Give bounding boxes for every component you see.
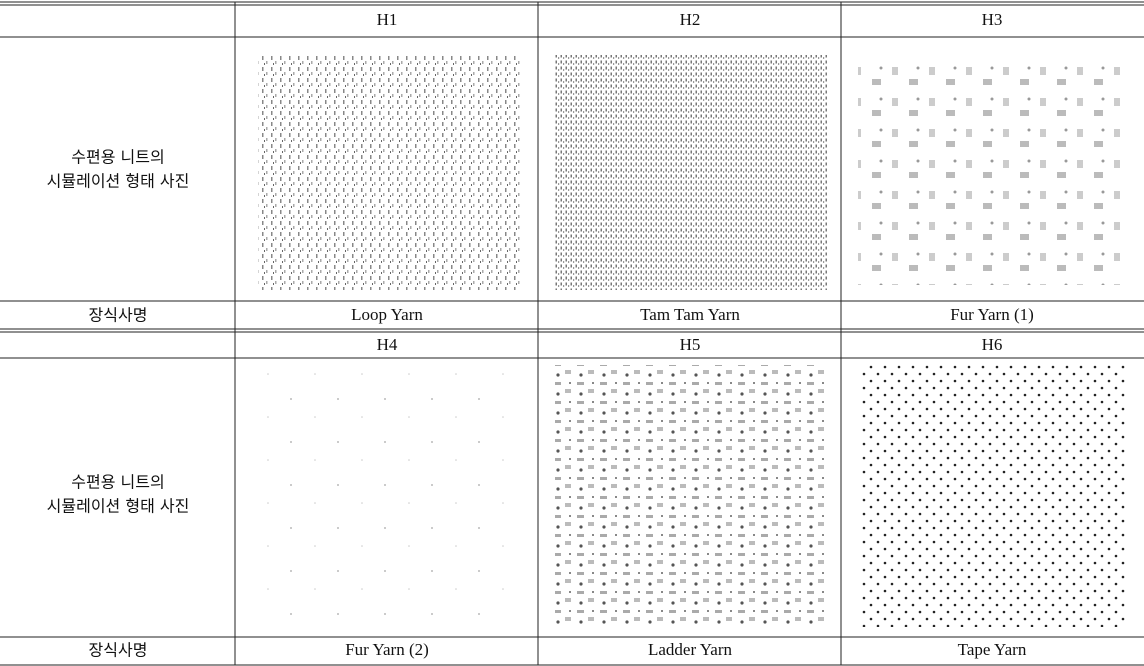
yarn-name: Fur Yarn (1) [950, 305, 1034, 324]
yarn-name: Tape Yarn [958, 640, 1027, 659]
header: H6 [982, 335, 1003, 354]
table: H1 H2 H3 수편용 니트의 시뮬레이션 형태 사진 장식사명 Loop Y… [0, 0, 1144, 666]
row-label: 수편용 니트의 [71, 148, 164, 167]
header: H3 [982, 10, 1003, 29]
header: H5 [680, 335, 701, 354]
name-label: 장식사명 [89, 306, 148, 325]
header: H1 [377, 10, 398, 29]
knit-image [860, 365, 1127, 627]
knit-image [250, 365, 512, 627]
page: H1 H2 H3 수편용 니트의 시뮬레이션 형태 사진 장식사명 Loop Y… [0, 0, 1144, 666]
knit-image [555, 365, 827, 627]
header: H2 [680, 10, 701, 29]
row-label: 시뮬레이션 형태 사진 [47, 497, 190, 516]
knit-image [555, 55, 827, 290]
knit-image [858, 60, 1125, 285]
yarn-name: Loop Yarn [351, 305, 423, 324]
row-label: 시뮬레이션 형태 사진 [47, 172, 190, 191]
row-label: 수편용 니트의 [71, 473, 164, 492]
yarn-name: Tam Tam Yarn [640, 305, 740, 324]
name-label: 장식사명 [89, 641, 148, 660]
knit-image [258, 55, 520, 290]
yarn-name: Ladder Yarn [648, 640, 733, 659]
header: H4 [377, 335, 398, 354]
yarn-name: Fur Yarn (2) [345, 640, 429, 659]
